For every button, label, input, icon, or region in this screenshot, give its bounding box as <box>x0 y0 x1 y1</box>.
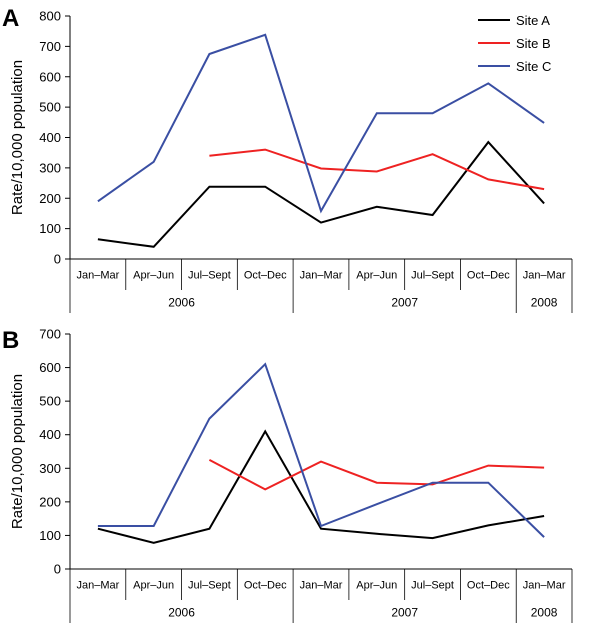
x-category-label: Jul–Sept <box>188 580 231 592</box>
x-year-label: 2007 <box>391 606 418 620</box>
y-tick-label: 700 <box>39 39 61 54</box>
legend-entry: Site B <box>516 36 551 51</box>
chart-panel-b: B Rate/10,000 population 0 100 200 300 400 500 6… <box>2 327 573 623</box>
y-tick-label: 0 <box>54 562 61 577</box>
x-category-label: Apr–Jun <box>356 270 397 282</box>
panel-letter: B <box>2 327 19 354</box>
x-year-label: 2008 <box>531 606 558 620</box>
y-tick-label: 200 <box>39 494 61 509</box>
series-line-site-a <box>97 429 545 544</box>
series-line-site-b <box>209 148 545 191</box>
x-category-label: Jan–Mar <box>523 580 566 592</box>
x-category-label: Jan–Mar <box>300 270 343 282</box>
y-tick-label: 600 <box>39 360 61 375</box>
x-category-label: Apr–Jun <box>356 580 397 592</box>
x-year-label: 2006 <box>168 606 195 620</box>
y-tick-label: 700 <box>39 327 61 342</box>
y-axis-label: Rate/10,000 population <box>9 60 26 215</box>
x-category-label: Jan–Mar <box>300 580 343 592</box>
x-category-label: Oct–Dec <box>467 580 510 592</box>
y-tick-label: 300 <box>39 461 61 476</box>
x-category-label: Oct–Dec <box>467 270 510 282</box>
x-category-label: Jan–Mar <box>76 580 119 592</box>
y-tick-label: 100 <box>39 221 61 236</box>
x-category-label: Oct–Dec <box>244 580 287 592</box>
x-category-label: Jul–Sept <box>188 270 231 282</box>
chart-panel-a: A Rate/10,000 population 0 100 200 300 400 500 6… <box>2 5 573 313</box>
y-tick-label: 600 <box>39 69 61 84</box>
y-tick-label: 500 <box>39 100 61 115</box>
panel-letter: A <box>2 5 19 32</box>
y-tick-label: 100 <box>39 528 61 543</box>
y-tick-label: 300 <box>39 160 61 175</box>
x-year-label: 2008 <box>531 296 558 310</box>
legend-entry: Site C <box>516 59 551 74</box>
series-line-site-c <box>97 33 545 214</box>
x-category-label: Jul–Sept <box>411 270 454 282</box>
series-line-site-b <box>208 459 545 491</box>
y-tick-label: 200 <box>39 191 61 206</box>
x-category-label: Jul–Sept <box>411 580 454 592</box>
series-line-site-a <box>97 140 545 248</box>
y-axis-label: Rate/10,000 population <box>9 374 26 529</box>
x-category-label: Oct–Dec <box>244 270 287 282</box>
y-tick-label: 800 <box>39 9 61 24</box>
legend-entry: Site A <box>516 13 550 28</box>
x-year-label: 2007 <box>391 296 418 310</box>
x-category-label: Apr–Jun <box>133 580 174 592</box>
x-category-label: Jan–Mar <box>523 270 566 282</box>
x-category-label: Jan–Mar <box>76 270 119 282</box>
y-tick-label: 500 <box>39 394 61 409</box>
y-tick-label: 0 <box>54 252 61 267</box>
y-tick-label: 400 <box>39 130 61 145</box>
x-category-label: Apr–Jun <box>133 270 174 282</box>
y-tick-label: 400 <box>39 427 61 442</box>
x-year-label: 2006 <box>168 296 195 310</box>
series-line-site-c <box>97 362 545 538</box>
